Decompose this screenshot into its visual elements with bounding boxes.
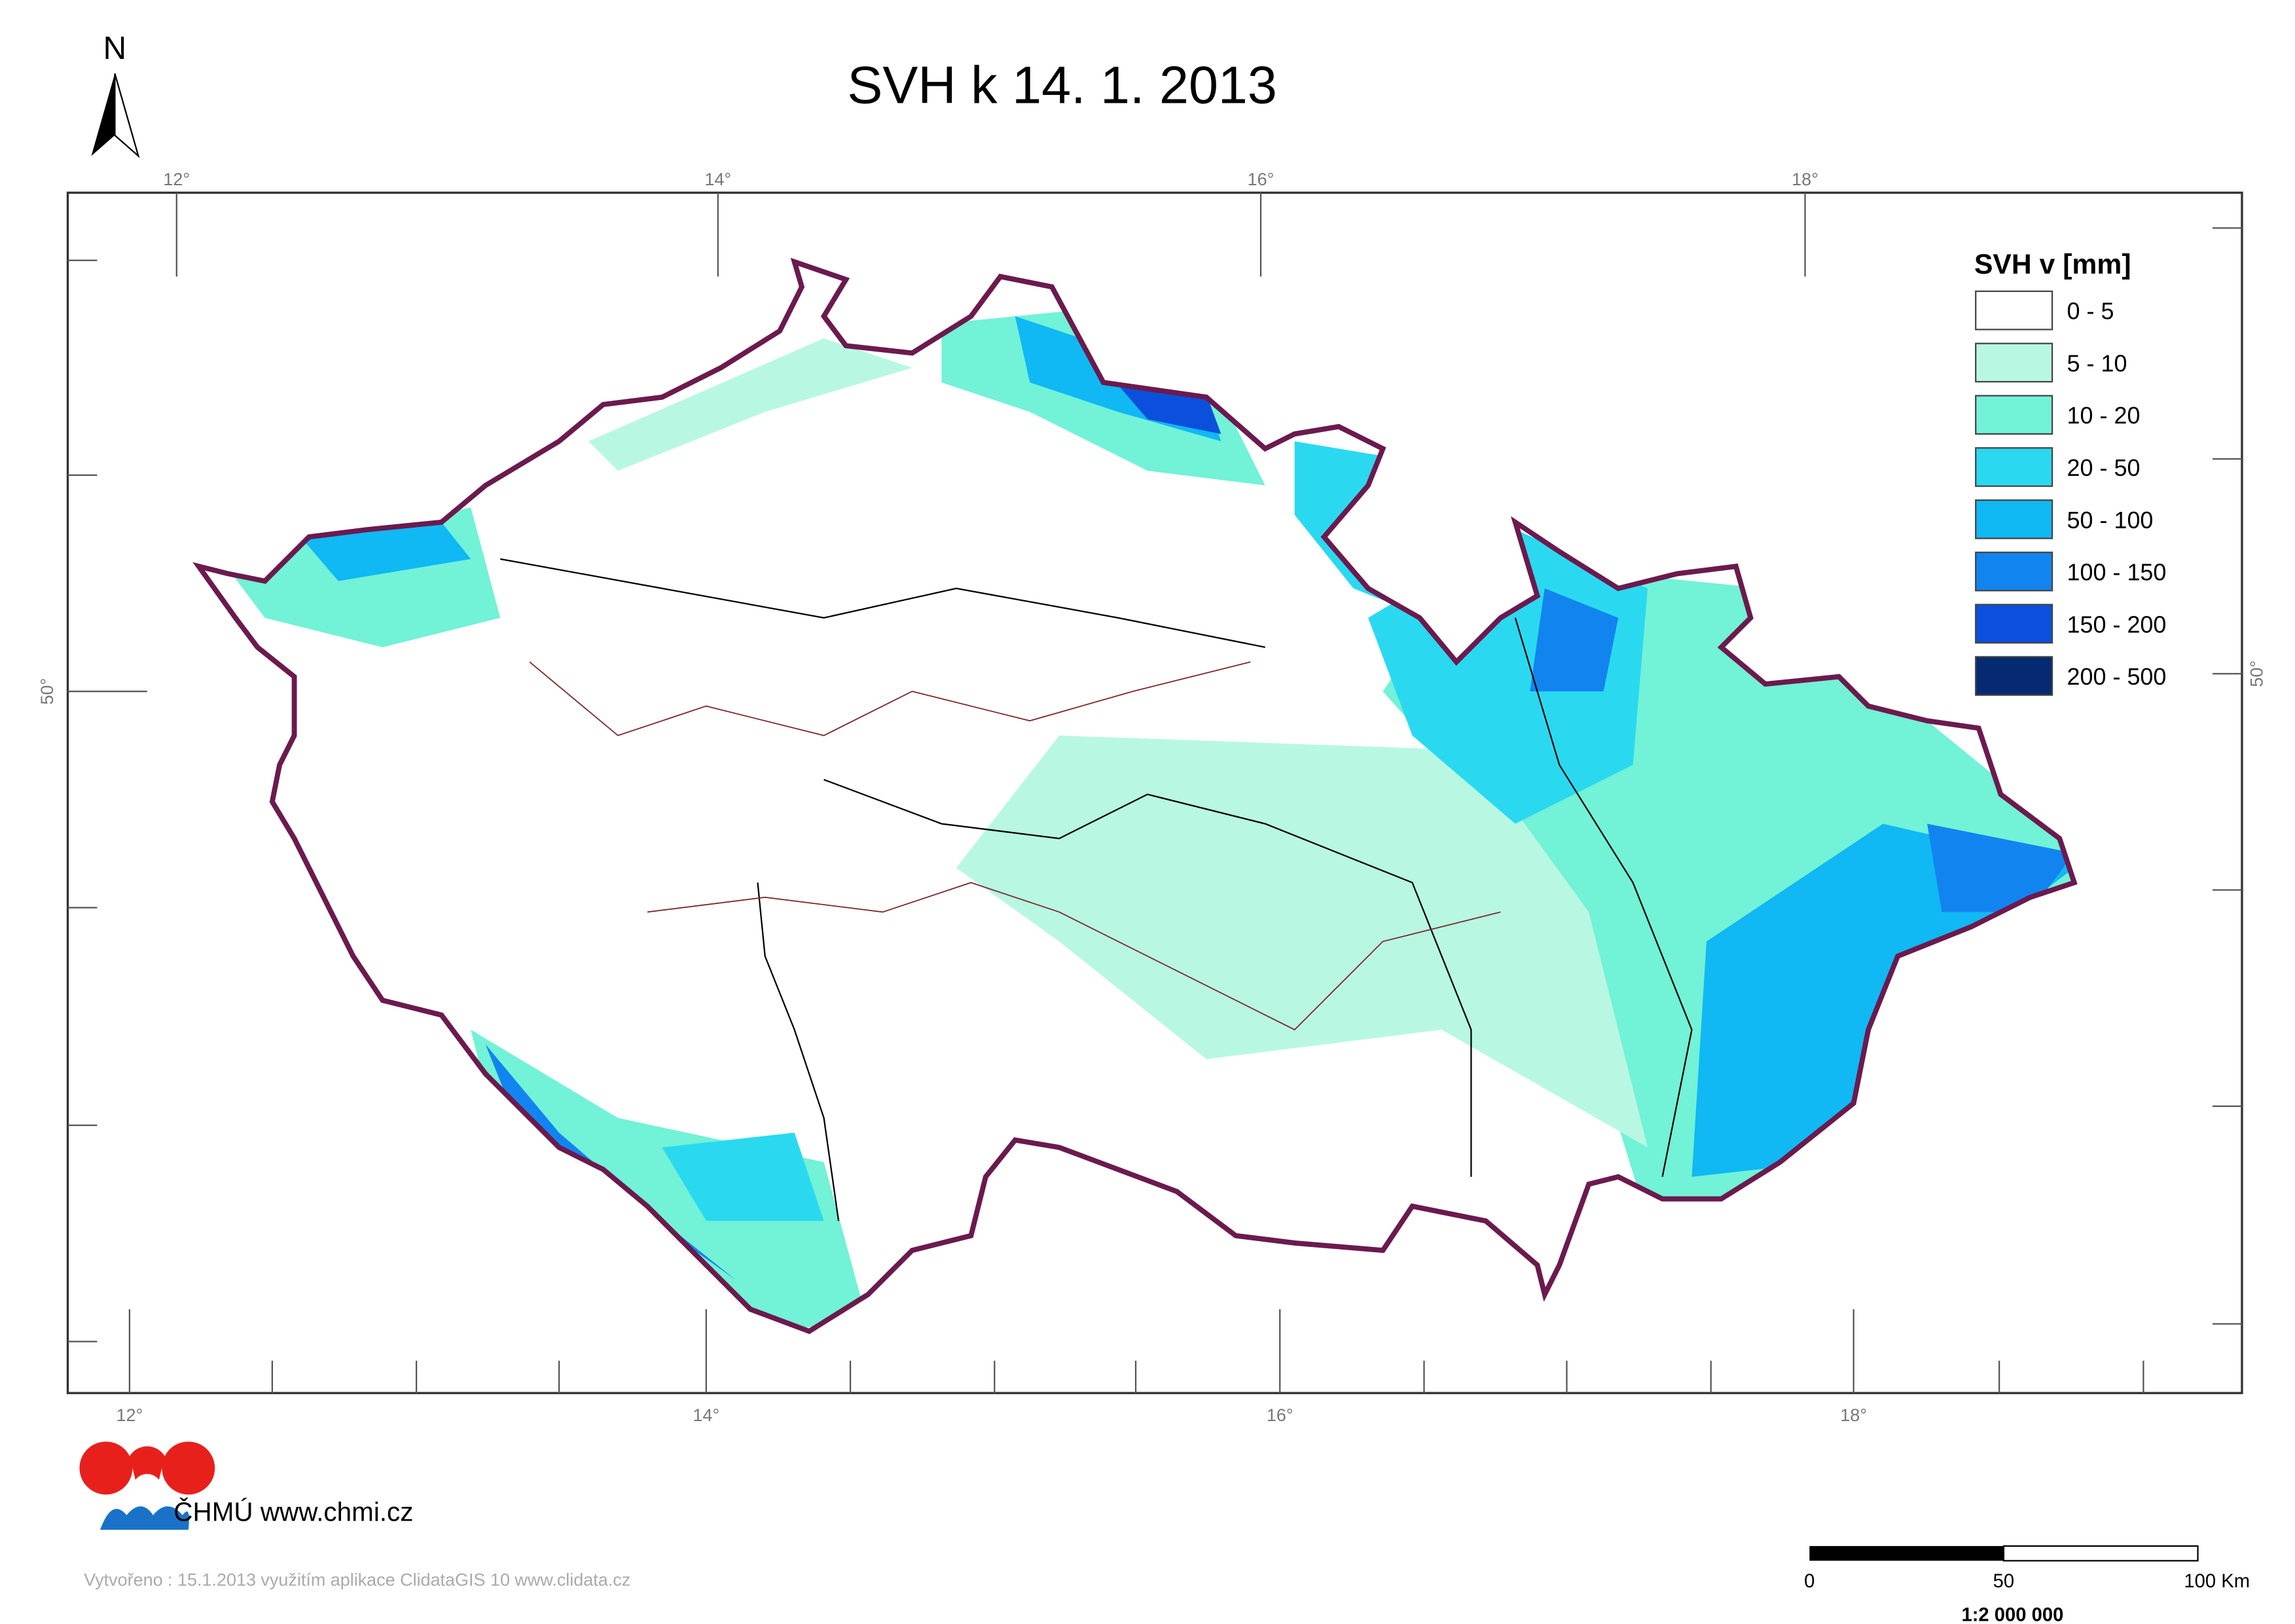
legend-swatch bbox=[1975, 551, 2053, 592]
north-arrow bbox=[91, 73, 115, 156]
legend-label: 200 - 500 bbox=[2067, 663, 2167, 690]
legend-swatch bbox=[1975, 447, 2053, 487]
graticule-label: 14° bbox=[693, 1405, 719, 1425]
legend-swatch bbox=[1975, 499, 2053, 539]
river bbox=[757, 882, 840, 1221]
graticule-label: 16° bbox=[1267, 1405, 1293, 1425]
logo-circle bbox=[79, 1441, 133, 1495]
snow-area bbox=[1927, 823, 2074, 912]
graticule-label: 16° bbox=[1248, 170, 1274, 189]
legend-label: 100 - 150 bbox=[2067, 559, 2167, 586]
legend-label: 150 - 200 bbox=[2067, 611, 2167, 638]
logo-text: ČHMÚ www.chmi.cz bbox=[173, 1497, 413, 1527]
river bbox=[823, 779, 1472, 1177]
snow-area bbox=[294, 522, 471, 581]
graticule-label: 50° bbox=[37, 678, 57, 705]
logo-circle bbox=[162, 1441, 215, 1495]
legend-swatch bbox=[1975, 395, 2053, 435]
footer: Vytvořeno : 15.1.2013 využitím aplikace … bbox=[84, 1570, 630, 1590]
graticule-label: 18° bbox=[1792, 170, 1818, 189]
legend-label: 10 - 20 bbox=[2067, 402, 2141, 429]
river bbox=[1514, 617, 1693, 1178]
snow-area bbox=[662, 1132, 824, 1221]
legend-swatch bbox=[1975, 342, 2053, 383]
logo: ČHMÚ www.chmi.cz bbox=[79, 1441, 414, 1530]
graticule-label: 14° bbox=[704, 170, 731, 189]
scale-label: 50 bbox=[1993, 1571, 2014, 1592]
snow-area bbox=[1530, 588, 1619, 692]
legend-title: SVH v [mm] bbox=[1974, 249, 2131, 280]
scale-segment bbox=[2002, 1545, 2199, 1562]
legend-swatch bbox=[1975, 656, 2053, 696]
scale-label: 0 bbox=[1804, 1571, 1815, 1592]
graticule-label: 50° bbox=[2247, 660, 2266, 687]
north-label: N bbox=[103, 30, 127, 66]
graticule-label: 12° bbox=[163, 170, 190, 189]
scale-ratio: 1:2 000 000 bbox=[1961, 1605, 2063, 1624]
legend-swatch bbox=[1975, 290, 2053, 331]
map-title: SVH k 14. 1. 2013 bbox=[847, 56, 1277, 115]
region-border bbox=[529, 661, 1251, 736]
legend-label: 0 - 5 bbox=[2067, 298, 2114, 325]
graticule-label: 12° bbox=[116, 1405, 143, 1425]
snow-area bbox=[471, 1030, 869, 1331]
north-arrow bbox=[114, 73, 140, 158]
scale-bar: 0 50 100 Km 1:2 000 000 bbox=[1804, 1545, 2250, 1624]
snow-area bbox=[956, 735, 1648, 1147]
scale-label: 100 Km bbox=[2184, 1571, 2250, 1592]
legend-label: 50 - 100 bbox=[2067, 507, 2154, 533]
legend-swatch bbox=[1975, 604, 2053, 644]
snow-area bbox=[588, 338, 913, 471]
logo-shape bbox=[129, 1446, 165, 1480]
region-border bbox=[647, 882, 1501, 1031]
river bbox=[499, 558, 1266, 648]
scale-segment bbox=[1809, 1545, 2004, 1561]
legend-label: 5 - 10 bbox=[2067, 350, 2127, 376]
graticule: 12° 14° 16° 18° 12° 14° 16° 18° 50° 50° bbox=[37, 170, 2266, 1425]
legend-label: 20 - 50 bbox=[2067, 454, 2141, 481]
graticule-label: 18° bbox=[1840, 1405, 1867, 1425]
legend: SVH v [mm] 0 - 5 5 - 10 10 - 20 20 - 50 50 -… bbox=[1957, 235, 2207, 706]
logo-wave bbox=[99, 1506, 189, 1530]
